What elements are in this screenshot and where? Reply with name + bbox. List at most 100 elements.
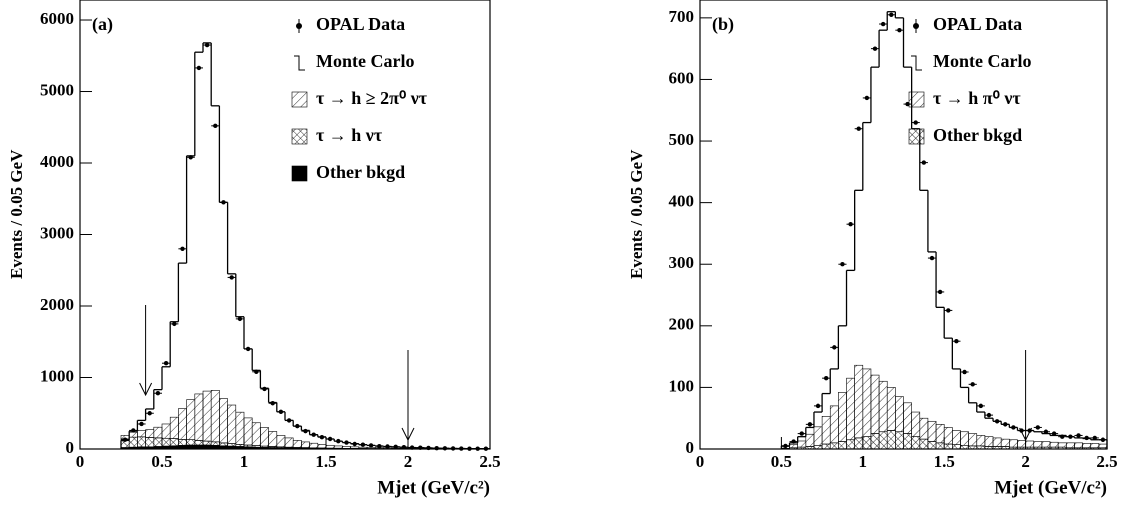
stack-bar <box>128 431 138 438</box>
x-tick-label: 1.5 <box>934 452 955 471</box>
stack-bar <box>137 436 146 448</box>
x-tick-label: 0.5 <box>151 452 172 471</box>
stack-bar <box>227 443 237 447</box>
stack-bar <box>854 364 864 439</box>
stack-bar <box>161 423 171 439</box>
legend-symbol <box>294 55 305 71</box>
stack-bar <box>333 445 343 449</box>
stack-bar <box>169 438 179 447</box>
stack-bar <box>145 437 155 448</box>
legend-symbol <box>291 165 308 182</box>
data-point <box>913 120 918 125</box>
stack-bar <box>137 430 146 438</box>
stack-bar <box>1090 443 1100 449</box>
stack-bar <box>943 443 953 450</box>
stack-bar <box>153 437 163 447</box>
data-point <box>856 126 861 131</box>
stack-bar <box>210 390 220 443</box>
x-tick-label: 0 <box>76 452 85 471</box>
data-point <box>970 382 975 387</box>
stack-bar <box>960 431 969 446</box>
data-point <box>172 321 177 327</box>
legend-symbol <box>291 91 308 108</box>
data-point <box>1076 433 1081 438</box>
y-tick-label: 200 <box>669 315 695 334</box>
data-point <box>905 101 910 107</box>
data-point <box>237 316 243 322</box>
stack-bar <box>1049 441 1059 448</box>
data-point <box>1092 435 1097 441</box>
stack-bar <box>838 392 847 442</box>
data-point <box>807 422 813 427</box>
data-point <box>815 403 821 409</box>
stack-bar <box>935 442 945 450</box>
y-axis-label: Events / 0.05 GeV <box>7 149 26 279</box>
y-tick-label: 0 <box>686 438 695 457</box>
data-point <box>864 95 870 101</box>
stack-bar <box>194 440 204 446</box>
data-point <box>163 361 169 366</box>
data-point <box>1051 431 1057 436</box>
x-tick-label: 0.5 <box>771 452 792 471</box>
stack-bar <box>194 393 204 441</box>
stack-bar <box>358 446 368 449</box>
stack-bar <box>829 442 839 450</box>
data-point <box>155 391 161 396</box>
stack-bar <box>829 405 839 444</box>
legend-label: OPAL Data <box>316 14 405 34</box>
data-point <box>270 401 275 406</box>
x-tick-label: 1 <box>859 452 868 471</box>
stack-bar <box>919 417 929 440</box>
legend-label: Other bkgd <box>933 125 1022 145</box>
stack-bar <box>821 443 831 450</box>
data-point <box>929 255 935 261</box>
stack-bar <box>862 436 872 450</box>
stack-bar <box>1066 442 1075 449</box>
x-tick-label: 2.5 <box>479 452 500 471</box>
stack-bar <box>342 446 351 449</box>
data-point <box>962 369 967 375</box>
stack-bar <box>1009 439 1018 448</box>
legend-label: τ → h ντ <box>316 125 383 145</box>
data-point <box>229 275 234 280</box>
data-point <box>1043 429 1049 434</box>
stack-bar <box>943 427 953 445</box>
legend-symbol <box>911 55 922 71</box>
cut-arrow-head <box>1019 427 1033 442</box>
data-point <box>180 246 185 252</box>
stack-bar <box>895 431 904 450</box>
legend-label: τ → h π⁰ ντ <box>933 88 1021 108</box>
stack-bar <box>821 416 831 445</box>
data-point <box>122 437 128 442</box>
stack-bar <box>805 433 815 447</box>
data-point <box>954 339 959 344</box>
stack-bar <box>968 433 978 447</box>
stack-bar <box>886 430 896 450</box>
data-point <box>196 65 202 71</box>
stack-bar <box>268 431 278 447</box>
data-point <box>1035 425 1041 430</box>
data-point <box>832 345 837 350</box>
data-point <box>889 12 894 17</box>
stack-bar <box>1098 443 1108 449</box>
data-point <box>131 428 136 433</box>
stack-bar <box>350 446 360 449</box>
data-point <box>840 262 845 267</box>
y-axis-label: Events / 0.05 GeV <box>627 149 646 279</box>
stack-bar <box>1025 440 1035 448</box>
x-tick-label: 2.5 <box>1096 452 1117 471</box>
x-tick-label: 1.5 <box>315 452 336 471</box>
stack-bar <box>846 439 855 450</box>
stack-bar <box>325 444 335 449</box>
stack-bar <box>1033 441 1043 448</box>
data-point <box>921 160 927 165</box>
x-axis-label: Mjet (GeV/c²) <box>377 477 490 498</box>
data-point <box>139 421 144 427</box>
stack-bar <box>1017 440 1026 448</box>
legend-label: Other bkgd <box>316 162 405 182</box>
y-tick-label: 600 <box>669 68 695 87</box>
legend-label: Monte Carlo <box>316 51 414 71</box>
stack-bar <box>284 437 294 448</box>
stack-bar <box>276 435 286 448</box>
